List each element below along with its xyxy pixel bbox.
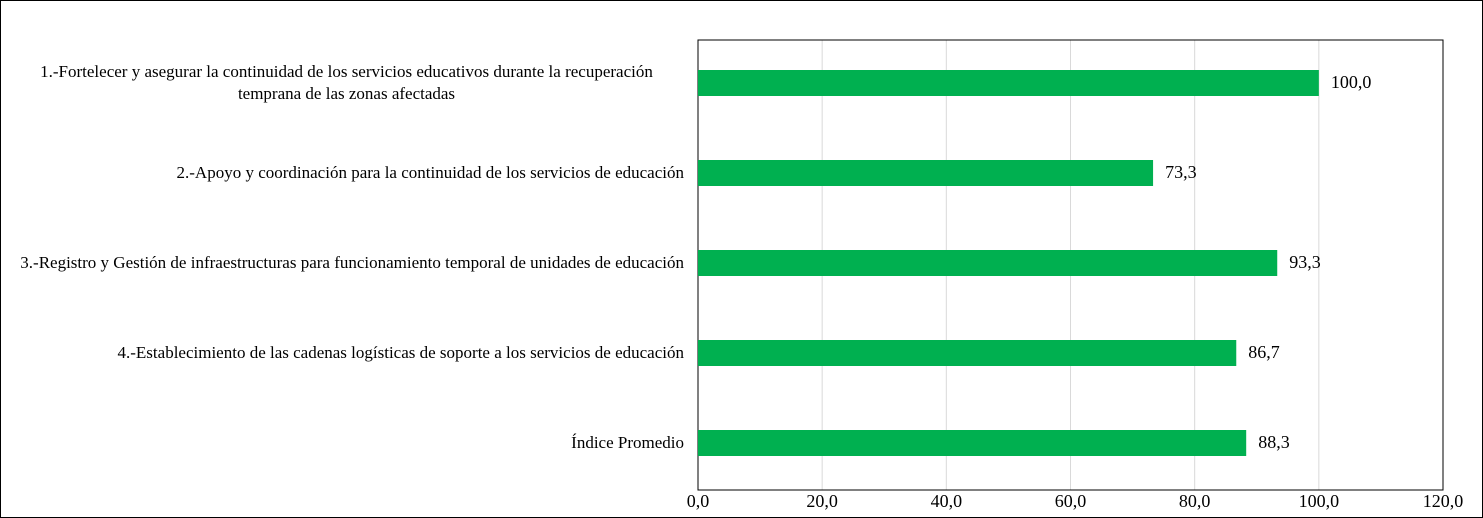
bar (698, 340, 1237, 366)
category-label: 2.-Apoyo y coordinación para la continui… (176, 163, 684, 182)
bar (698, 430, 1247, 456)
category-label: 1.-Fortelecer y asegurar la continuidad … (40, 62, 653, 103)
value-label: 88,3 (1258, 432, 1290, 452)
x-tick-label: 100,0 (1299, 491, 1340, 511)
bar (698, 250, 1278, 276)
category-label: 4.-Establecimiento de las cadenas logíst… (117, 343, 684, 362)
value-label: 93,3 (1289, 252, 1321, 272)
x-tick-label: 40,0 (931, 491, 963, 511)
bar (698, 160, 1154, 186)
x-tick-label: 120,0 (1423, 491, 1464, 511)
x-tick-label: 0,0 (687, 491, 710, 511)
value-label: 100,0 (1331, 72, 1372, 92)
value-label: 73,3 (1165, 162, 1197, 182)
x-tick-label: 80,0 (1179, 491, 1211, 511)
category-label: 3.-Registro y Gestión de infraestructura… (20, 253, 684, 272)
category-label: Índice Promedio (571, 433, 684, 452)
x-tick-label: 20,0 (806, 491, 838, 511)
x-tick-label: 60,0 (1055, 491, 1087, 511)
bar (698, 70, 1319, 96)
value-label: 86,7 (1248, 342, 1280, 362)
